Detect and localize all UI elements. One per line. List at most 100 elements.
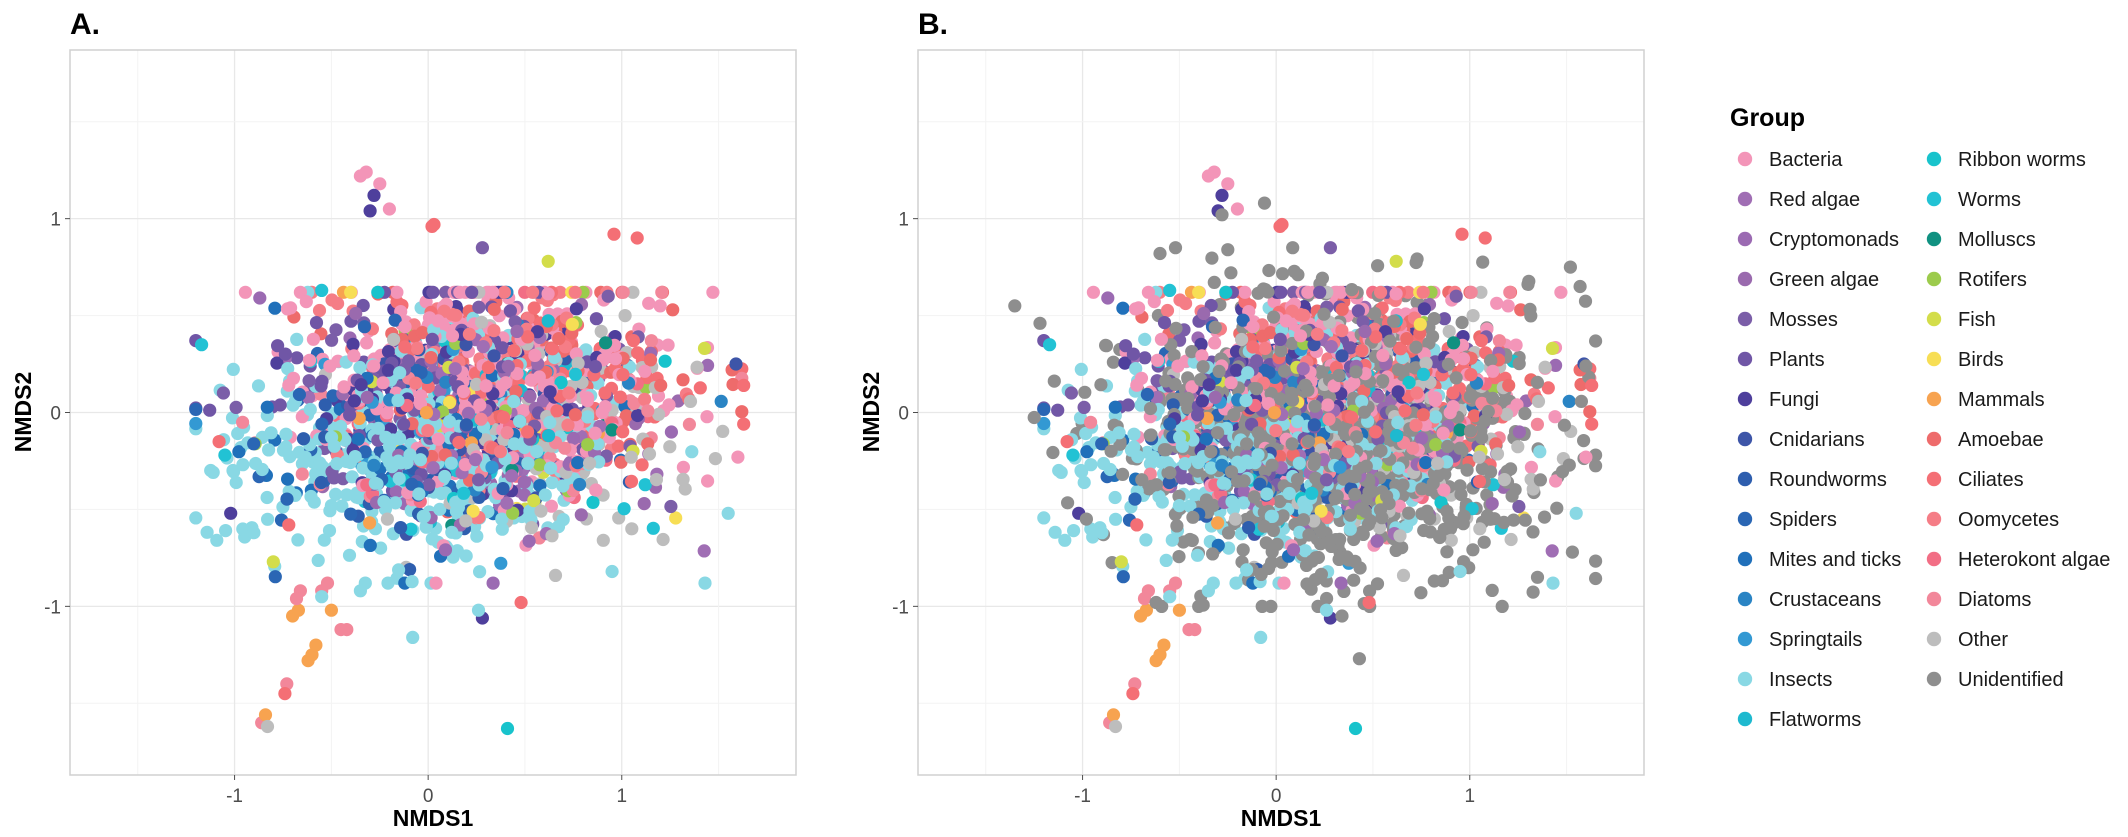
point-other [571, 356, 585, 370]
point-unidentified [1309, 471, 1323, 485]
point-insects [383, 455, 397, 469]
point-unidentified [1262, 263, 1276, 278]
point-insects [1391, 415, 1405, 430]
point-bacteria [1456, 352, 1471, 366]
point-unidentified [1402, 506, 1416, 520]
point-insects [1569, 506, 1583, 520]
point-unidentified [1211, 426, 1225, 440]
point-unidentified [1186, 510, 1200, 524]
point-bacteria [302, 353, 317, 367]
point-bacteria [1327, 379, 1341, 393]
point-plants [465, 285, 479, 299]
point-mosses [475, 241, 489, 255]
point-amoebae [1263, 326, 1278, 340]
panel-b-letter: B. [918, 8, 948, 41]
point-unidentified [1476, 255, 1490, 269]
point-red-algae [1324, 340, 1338, 354]
point-amoebae [1357, 384, 1371, 398]
point-plants [397, 417, 411, 431]
point-bacteria [1509, 338, 1523, 352]
point-insects [1240, 563, 1254, 577]
point-unidentified [1374, 444, 1388, 458]
point-diatoms [1137, 592, 1152, 606]
point-crustaceans [1562, 394, 1576, 408]
point-oomycetes [409, 376, 423, 390]
point-bacteria [284, 301, 298, 315]
point-insects [1201, 584, 1215, 598]
point-bacteria [337, 380, 351, 394]
point-unidentified [1257, 196, 1272, 210]
point-unidentified [1196, 360, 1210, 374]
point-unidentified [1512, 357, 1526, 371]
point-plants [1437, 312, 1451, 326]
point-unidentified [1221, 526, 1236, 540]
point-unidentified [1251, 426, 1265, 440]
point-ciliates [1472, 474, 1487, 488]
point-ciliates [737, 378, 751, 392]
y-tick-label: -1 [44, 597, 61, 618]
point-unidentified [1530, 375, 1544, 389]
point-amoebae [726, 377, 740, 392]
point-insects [538, 488, 552, 502]
point-other [1108, 719, 1123, 734]
point-insects [371, 421, 385, 435]
point-oomycetes [1173, 293, 1187, 307]
point-bacteria [700, 410, 714, 424]
point-mosses [325, 333, 339, 347]
point-insects [530, 444, 544, 459]
point-mosses [1512, 499, 1526, 514]
point-insects [219, 524, 233, 538]
point-green-algae [349, 306, 363, 321]
point-unidentified [1104, 444, 1118, 458]
point-unidentified [1314, 524, 1328, 539]
point-plants [1343, 341, 1357, 355]
point-bacteria [701, 474, 715, 488]
point-mammals [324, 603, 338, 617]
point-fungi [1194, 337, 1208, 351]
point-bacteria [347, 349, 361, 363]
point-unidentified [1254, 567, 1268, 582]
point-oomycetes [487, 324, 501, 338]
point-worms [315, 283, 329, 297]
point-unidentified [1329, 447, 1343, 461]
point-mosses [422, 478, 436, 492]
point-unidentified [1484, 353, 1498, 368]
point-green-algae [637, 497, 651, 511]
point-bacteria [1554, 285, 1568, 299]
point-diatoms [500, 426, 514, 440]
panel-a-x-ticks: -1 0 1 [226, 775, 627, 807]
point-unidentified [1172, 550, 1186, 564]
point-mites-and-ticks [351, 432, 365, 446]
point-unidentified [1106, 355, 1120, 369]
point-fish [697, 341, 712, 355]
point-insects [442, 415, 457, 429]
point-unidentified [1061, 496, 1075, 510]
point-spiders [247, 437, 261, 451]
point-spiders [280, 492, 294, 506]
point-insects [229, 475, 243, 490]
point-red-algae [697, 544, 711, 558]
point-ciliates [1275, 217, 1289, 232]
point-bacteria [1418, 418, 1432, 432]
point-unidentified [1565, 545, 1579, 559]
point-unidentified [1332, 368, 1346, 383]
point-cryptomonads [517, 475, 532, 489]
point-bacteria [1221, 177, 1235, 191]
point-mammals [309, 638, 323, 652]
point-bacteria [528, 348, 542, 362]
point-ciliates [624, 474, 639, 488]
point-unidentified [1317, 307, 1331, 321]
point-insects [225, 411, 240, 425]
point-diatoms [1492, 334, 1506, 348]
point-insects [1183, 499, 1197, 513]
point-unidentified [1273, 392, 1287, 406]
point-amoebae [676, 373, 690, 387]
point-unidentified [1008, 299, 1022, 313]
point-mites-and-ticks [1080, 445, 1094, 459]
point-fungi [270, 356, 284, 370]
point-insects [1058, 533, 1072, 547]
point-unidentified [1521, 277, 1535, 291]
point-ciliates [1344, 410, 1359, 424]
point-amoebae [1467, 409, 1481, 423]
